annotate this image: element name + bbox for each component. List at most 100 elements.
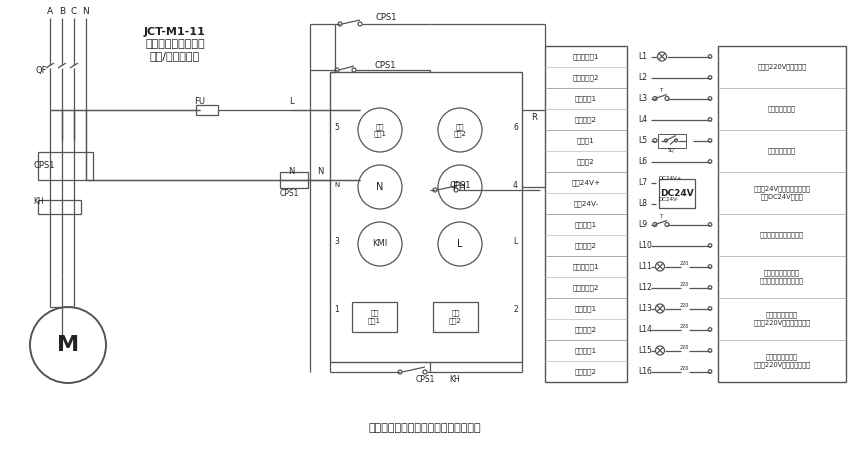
Circle shape (708, 160, 711, 163)
Text: 1: 1 (334, 305, 339, 314)
Text: 4: 4 (513, 180, 518, 189)
Text: L10: L10 (638, 241, 652, 250)
Circle shape (398, 370, 402, 374)
Circle shape (438, 165, 482, 209)
Text: L5: L5 (638, 136, 647, 145)
Text: B: B (59, 8, 65, 17)
Text: 运行状态信号反馈
（外接220V电源和信号灯）: 运行状态信号反馈 （外接220V电源和信号灯） (753, 312, 811, 326)
Text: 3: 3 (334, 238, 339, 247)
Bar (433, 302, 478, 332)
Text: L4: L4 (638, 115, 647, 124)
Text: L16: L16 (638, 367, 652, 376)
Text: KH: KH (450, 374, 461, 383)
Circle shape (653, 222, 657, 226)
Text: 故障
反馈1: 故障 反馈1 (368, 310, 381, 324)
Text: L12: L12 (638, 283, 652, 292)
Text: 运行反馈1: 运行反馈1 (575, 305, 597, 312)
Circle shape (708, 118, 711, 122)
Circle shape (433, 188, 437, 192)
Text: CPS1: CPS1 (375, 14, 397, 22)
Circle shape (438, 108, 482, 152)
Text: SQ: SQ (667, 147, 674, 152)
Text: CPS1: CPS1 (450, 180, 471, 189)
Circle shape (358, 222, 402, 266)
Circle shape (655, 346, 665, 355)
Bar (352, 302, 397, 332)
Text: 运行
反馈2: 运行 反馈2 (454, 123, 467, 137)
Text: 220: 220 (679, 345, 689, 350)
Text: 故障反馈2: 故障反馈2 (575, 368, 597, 375)
Circle shape (358, 165, 402, 209)
Text: 防火阀限位开关: 防火阀限位开关 (768, 148, 796, 154)
Text: KMI: KMI (372, 239, 388, 248)
Text: T: T (660, 88, 663, 93)
Circle shape (653, 96, 657, 100)
Text: 硬线启动2: 硬线启动2 (575, 116, 597, 123)
Text: 220: 220 (679, 303, 689, 308)
Text: L3: L3 (638, 94, 647, 103)
Circle shape (708, 55, 711, 58)
Text: 故障反馈1: 故障反馈1 (575, 347, 597, 354)
Bar (658, 134, 686, 148)
Text: 接消防24V信号（光耦接收）
（需DC24V电源）: 接消防24V信号（光耦接收） （需DC24V电源） (753, 186, 811, 200)
Text: 6: 6 (513, 123, 518, 132)
Circle shape (352, 68, 356, 72)
Text: 硬启指示灯1: 硬启指示灯1 (573, 53, 599, 60)
Text: T: T (660, 214, 663, 219)
Text: 消防24V+: 消防24V+ (571, 179, 601, 186)
Text: L2: L2 (638, 73, 647, 82)
Bar (718, 46, 846, 382)
Text: L6: L6 (638, 157, 647, 166)
Text: 防火阀2: 防火阀2 (577, 158, 595, 165)
Text: 2: 2 (513, 305, 518, 314)
Text: R: R (531, 113, 537, 122)
Text: 远程楼宇2: 远程楼宇2 (575, 242, 597, 249)
Text: 220: 220 (679, 261, 689, 266)
Bar (659, 179, 695, 207)
Text: N: N (317, 167, 323, 176)
Text: 故障
反馈2: 故障 反馈2 (449, 310, 462, 324)
Circle shape (655, 262, 665, 271)
Circle shape (335, 68, 339, 72)
Text: 接外控启动按钮: 接外控启动按钮 (768, 106, 796, 112)
Circle shape (708, 139, 711, 142)
Text: L15: L15 (638, 346, 652, 355)
Bar (38, 152, 93, 180)
Text: CPS1: CPS1 (374, 60, 396, 69)
Circle shape (708, 286, 711, 289)
Text: L14: L14 (638, 325, 652, 334)
Text: 手自动反馈2: 手自动反馈2 (573, 284, 599, 291)
Text: N: N (288, 167, 294, 176)
Text: 硬线启动1: 硬线启动1 (575, 95, 597, 102)
Text: A: A (47, 8, 53, 17)
Text: DC24V-: DC24V- (659, 197, 679, 202)
Text: 远程楼宇1: 远程楼宇1 (575, 221, 597, 228)
Circle shape (708, 265, 711, 268)
Circle shape (708, 223, 711, 226)
Text: 220: 220 (679, 282, 689, 287)
Bar (196, 105, 218, 115)
Text: L1: L1 (638, 52, 647, 61)
Text: QF: QF (36, 66, 48, 75)
Text: 消防24V-: 消防24V- (574, 200, 598, 207)
Text: 接外控220V运行指示灯: 接外控220V运行指示灯 (757, 64, 807, 70)
Text: 本图仅供参考，请按实际需求修改使用: 本图仅供参考，请按实际需求修改使用 (369, 423, 481, 433)
Circle shape (358, 108, 402, 152)
Circle shape (423, 370, 427, 374)
Text: 硬启指示灯2: 硬启指示灯2 (573, 74, 599, 81)
Text: L9: L9 (638, 220, 647, 229)
Circle shape (665, 96, 669, 100)
Circle shape (708, 244, 711, 248)
Text: L: L (457, 239, 462, 249)
Text: KH: KH (33, 198, 43, 207)
Circle shape (708, 328, 711, 331)
Text: 故障状态信号反馈
（外接220V电源和信号灯）: 故障状态信号反馈 （外接220V电源和信号灯） (753, 354, 811, 368)
Text: L8: L8 (638, 199, 647, 208)
Circle shape (358, 22, 362, 26)
Text: 运行反馈2: 运行反馈2 (575, 326, 597, 333)
Text: DC24V+: DC24V+ (659, 176, 683, 181)
Text: FH: FH (454, 182, 467, 192)
Text: JCT-M1-11: JCT-M1-11 (144, 27, 206, 37)
Text: FU: FU (195, 98, 206, 107)
Circle shape (653, 139, 657, 143)
